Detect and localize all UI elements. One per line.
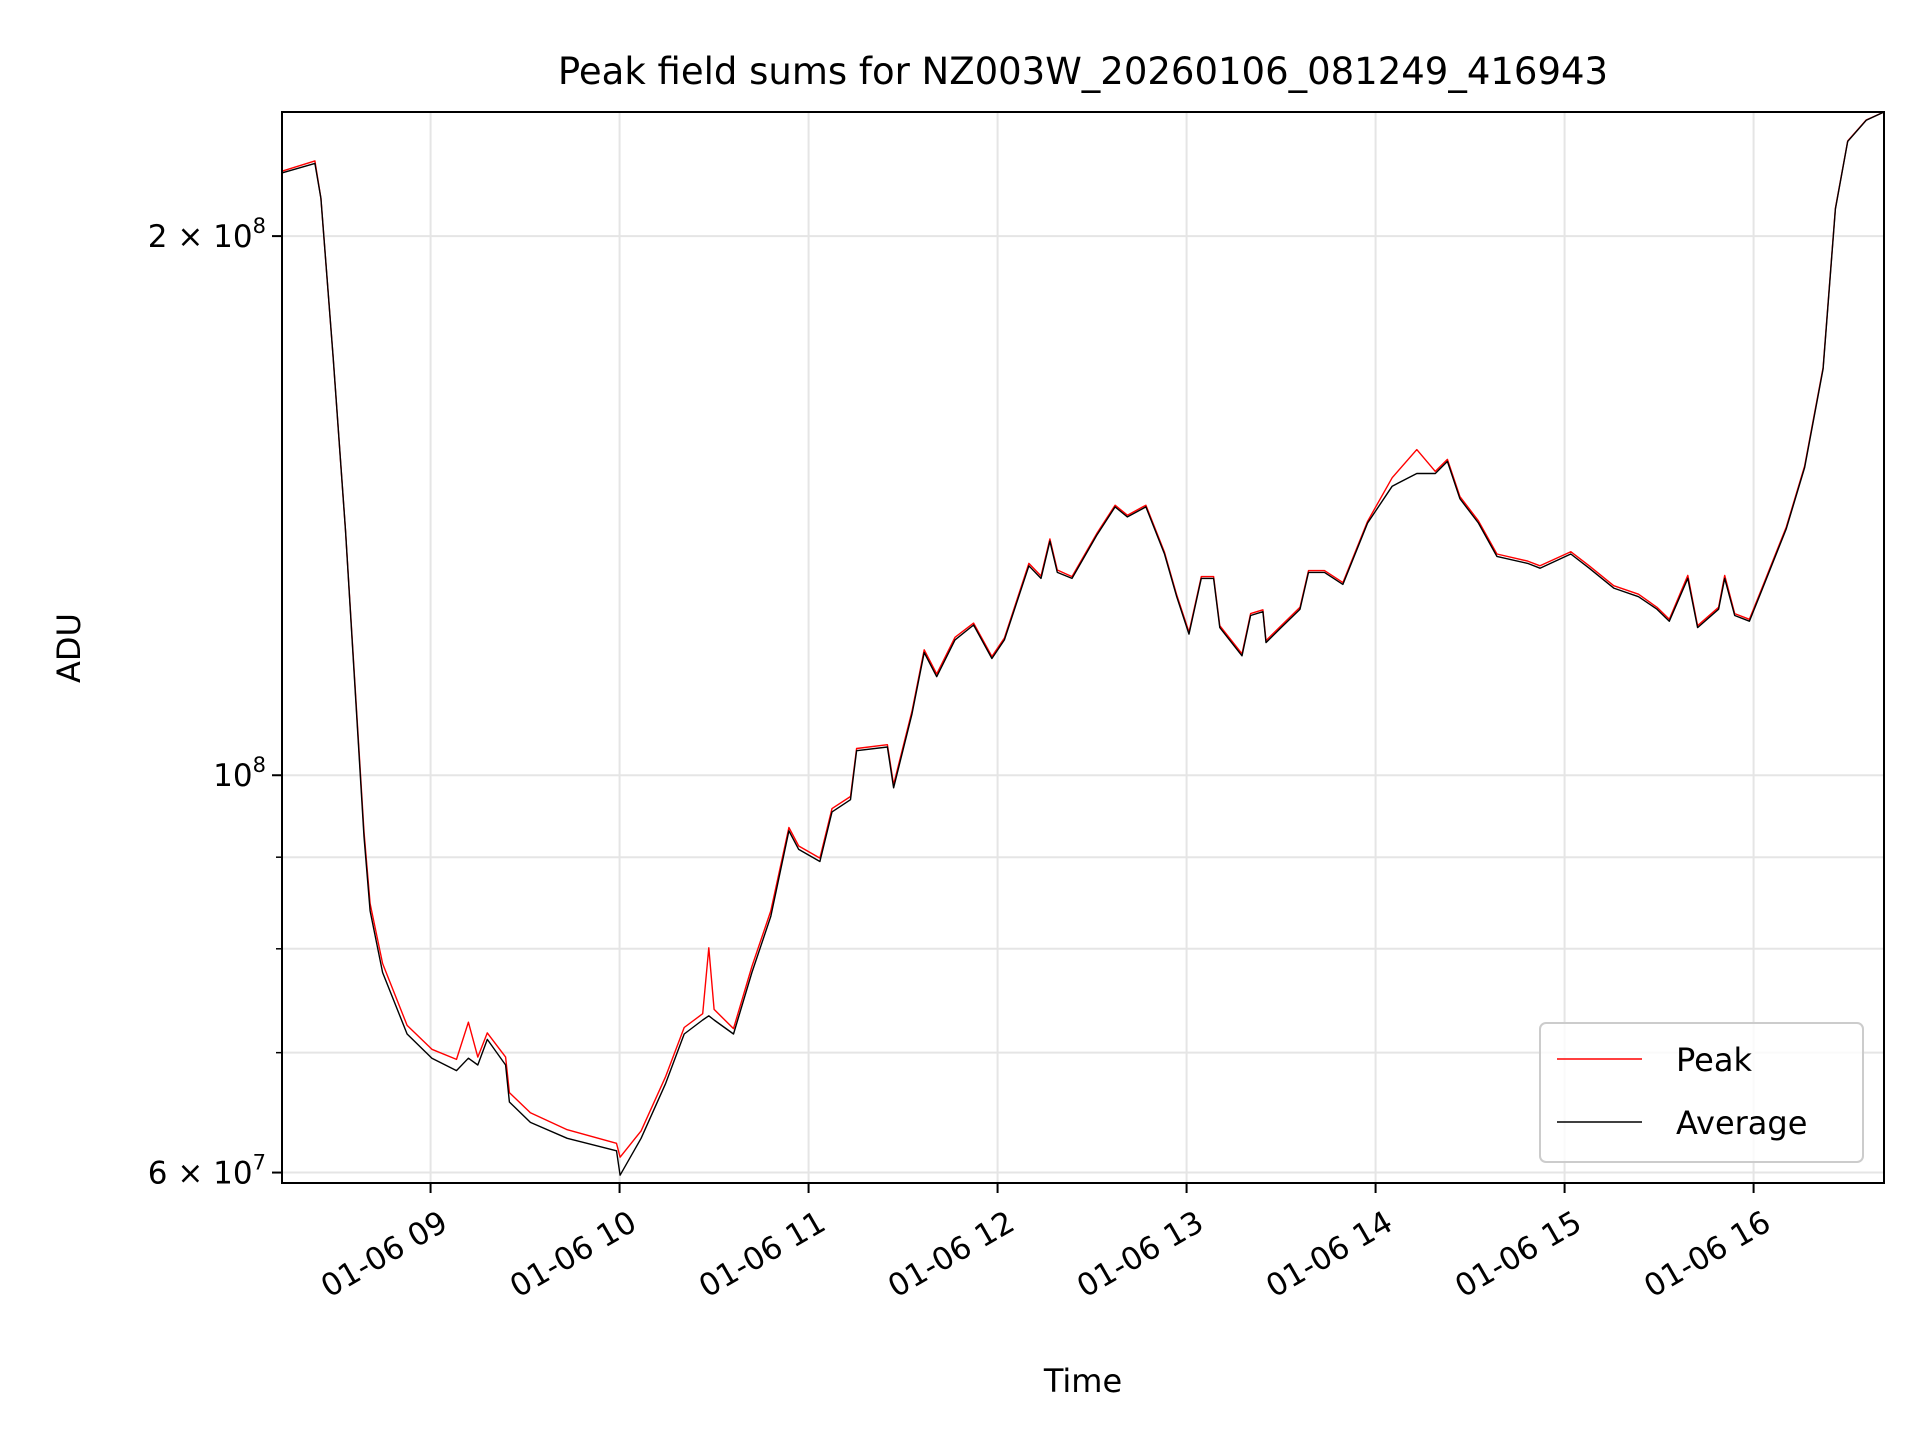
y-tick-exponent: 8 (253, 753, 266, 777)
legend-box (1539, 1022, 1864, 1163)
y-tick-exponent: 7 (253, 1151, 266, 1175)
y-tick-label: 2 × 108 (148, 214, 266, 255)
y-tick-label: 108 (213, 753, 266, 794)
y-axis-label: ADU (50, 613, 88, 683)
series-line-peak (282, 111, 1885, 1158)
x-axis-label: Time (1043, 1362, 1122, 1400)
y-tick-exponent: 8 (253, 214, 266, 238)
grid (282, 112, 1884, 1183)
axes-frame (281, 111, 1885, 1184)
legend: Peak Average (1539, 1022, 1864, 1163)
plot-lines (282, 111, 1885, 1176)
y-tick-label: 6 × 107 (148, 1151, 266, 1192)
y-tick-base: 6 × 10 (148, 1156, 253, 1192)
legend-label-average: Average (1676, 1104, 1807, 1142)
series-line-average (282, 111, 1885, 1176)
chart-title: Peak field sums for NZ003W_20260106_0812… (558, 50, 1608, 93)
y-tick-base: 2 × 10 (148, 219, 253, 255)
y-tick-base: 10 (213, 758, 252, 794)
legend-label-peak: Peak (1676, 1041, 1752, 1079)
